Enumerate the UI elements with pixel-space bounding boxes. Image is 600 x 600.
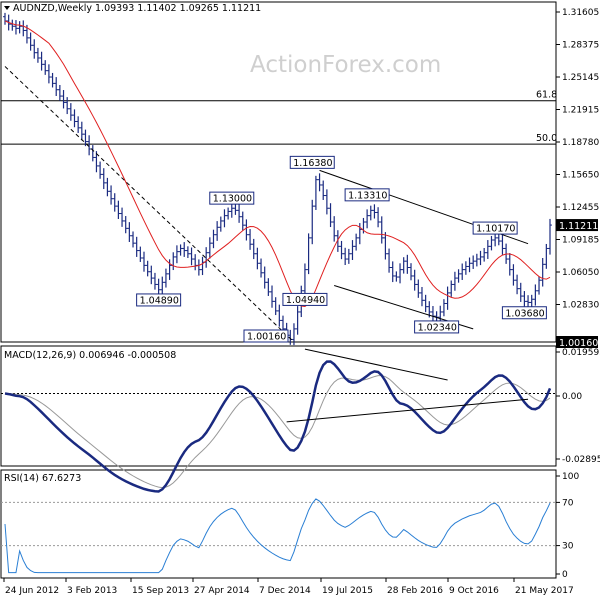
swing-label: 1.04890: [140, 295, 179, 306]
swing-label-box: [501, 306, 547, 320]
rsi-title: RSI(14) 67.6273: [4, 473, 81, 484]
swing-label-box: [472, 221, 518, 235]
swing-label: 1.13310: [348, 190, 387, 201]
x-tick-label: 7 Dec 2014: [259, 586, 311, 596]
swing-label-box: [282, 292, 328, 306]
swing-label: 1.03680: [505, 308, 544, 319]
current-price-tag: [556, 219, 598, 232]
rsi-y-tick-label: 0: [562, 570, 568, 580]
rsi-y-tick-label: 100: [562, 472, 579, 482]
x-tick-label: 27 Apr 2014: [194, 586, 250, 596]
rsi-y-tick-label: 30: [562, 542, 574, 552]
ohlc-bars: [3, 12, 552, 346]
price-y-tick-label: 1.31605: [562, 8, 599, 18]
macd-y-tick-label: -0.028959: [562, 455, 600, 465]
macd-signal-line: [4, 375, 551, 489]
price-y-tick-label: 1.15650: [562, 171, 599, 181]
ohlc-readout: 1.09393 1.11402 1.09265 1.11211: [95, 3, 261, 14]
current-price-label: 1.11211: [559, 221, 598, 232]
price-y-tick-label: 1.09185: [562, 236, 599, 246]
swing-label-box: [243, 329, 289, 343]
price-y-axis: 1.31605 1.28375 1.25145 1.21915 1.18780 1.156…: [556, 8, 599, 311]
swing-label: 1.04940: [286, 295, 325, 306]
macd-trendline: [286, 398, 529, 423]
swing-label: 1.02340: [418, 322, 457, 333]
macd-title: MACD(12,26,9) 0.006946 -0.000508: [4, 350, 176, 361]
price-trendline: [4, 66, 295, 343]
price-y-tick-label: 1.21915: [562, 106, 599, 116]
x-tick-label: 3 Feb 2013: [67, 586, 117, 596]
swing-label: 1.16380: [293, 158, 332, 169]
price-level-label: 50.0: [536, 133, 557, 144]
x-tick-label: 15 Sep 2013: [132, 586, 189, 596]
swing-label-box: [209, 191, 255, 205]
rsi-y-tick-label: 70: [562, 498, 574, 508]
x-tick-label: 19 Jul 2015: [322, 586, 373, 596]
rsi-line: [4, 498, 551, 574]
price-title: AUDNZD,Weekly: [13, 3, 92, 14]
swing-label: 1.13000: [213, 194, 252, 205]
price-y-tick-label: 1.28375: [562, 41, 599, 51]
swing-label-box: [136, 293, 182, 307]
floor-price-tag: [556, 336, 598, 348]
x-tick-label: 24 Jun 2012: [5, 586, 59, 596]
floor-price-label: 1.00160: [559, 338, 598, 349]
price-y-tick-label: 1.25145: [562, 73, 599, 83]
swing-label: 1.10170: [476, 224, 515, 235]
x-tick-label: 28 Feb 2016: [387, 586, 443, 596]
price-y-tick-label: 1.06050: [562, 268, 599, 278]
chevron-down-icon: [4, 6, 10, 10]
macd-pane-frame: [0, 345, 557, 467]
price-level-label: 61.8: [536, 90, 557, 101]
price-y-tick-label: 1.12455: [562, 203, 599, 213]
macd-y-tick-label: 0.00: [562, 392, 582, 402]
macd-y-tick-label: 0.019593: [562, 348, 600, 358]
swing-label-box: [344, 188, 390, 202]
x-tick-label: 9 Oct 2016: [449, 586, 499, 596]
rsi-pane-frame: [0, 469, 557, 579]
swing-label-box: [414, 320, 460, 334]
price-y-tick-label: 1.02830: [562, 301, 599, 311]
watermark: ActionForex.com: [250, 52, 441, 78]
moving-average-line: [4, 20, 551, 308]
swing-label: 1.00160: [247, 332, 286, 343]
macd-line: [4, 360, 552, 493]
price-y-tick-label: 1.18780: [562, 138, 599, 148]
swing-label-box: [289, 155, 335, 169]
macd-trendline: [304, 348, 448, 381]
x-tick-label: 21 May 2017: [515, 586, 574, 596]
